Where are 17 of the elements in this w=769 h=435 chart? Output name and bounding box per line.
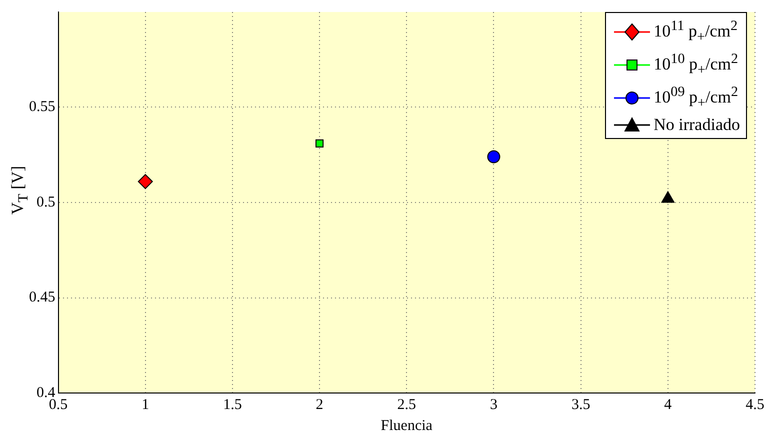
x-tick-label: 1 xyxy=(142,396,150,413)
y-tick-label: 0.45 xyxy=(29,290,56,306)
x-tick-label: 4.5 xyxy=(746,396,764,413)
x-tick-label: 3 xyxy=(490,396,498,413)
x-tick-label: 4 xyxy=(664,396,672,413)
legend-label: 10$^{11}$ p$_{+}$/cm$^{2}$ xyxy=(654,17,738,48)
legend-label: 10$^{09}$ p$_{+}$/cm$^{2}$ xyxy=(654,83,738,114)
x-tick-label: 1.5 xyxy=(223,396,242,413)
y-tick-label: 0.5 xyxy=(36,194,56,210)
x-tick-label: 2.5 xyxy=(397,396,416,413)
legend-label: No irradiado xyxy=(654,114,740,136)
y-tick-label: 0.55 xyxy=(29,99,56,116)
x-axis-title: Fluencia xyxy=(380,418,433,434)
x-tick-label: 2 xyxy=(316,396,324,413)
x-tick-label: 3.5 xyxy=(571,396,590,413)
x-tick-label: 0.5 xyxy=(48,396,68,413)
legend-label: 10$^{10}$ p$_{+}$/cm$^{2}$ xyxy=(654,50,738,80)
